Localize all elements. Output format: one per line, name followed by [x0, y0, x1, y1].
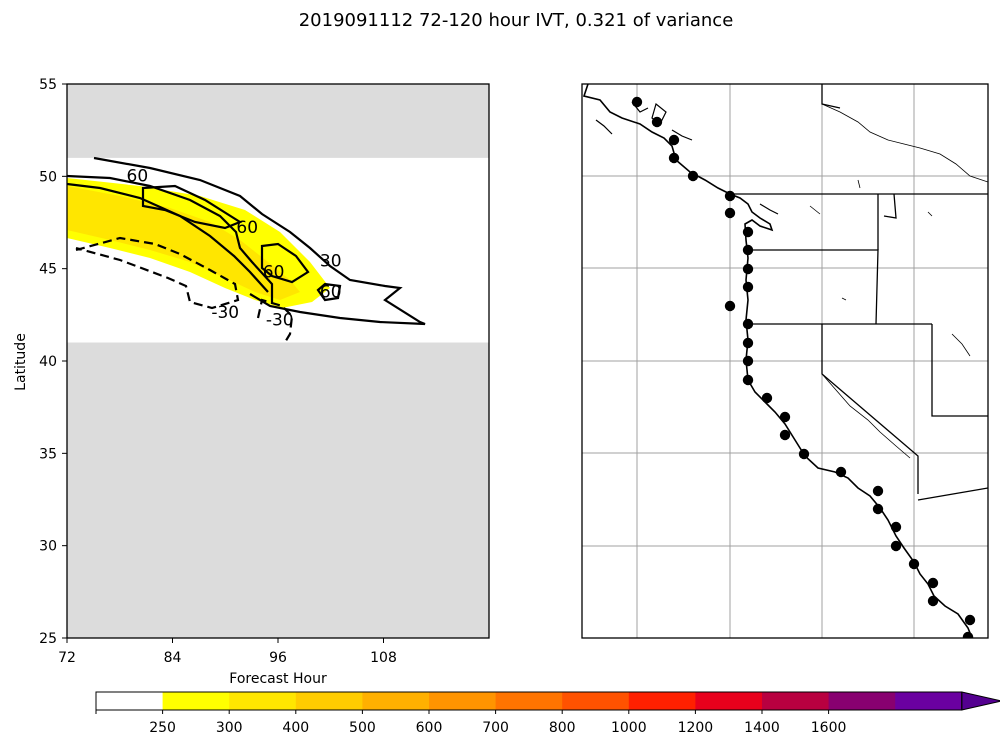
x-tick-label: 72	[58, 650, 76, 666]
y-axis-label: Latitude	[13, 333, 29, 391]
station-dot	[742, 355, 754, 367]
x-tick-label: 108	[370, 650, 397, 666]
contour-label: 60	[320, 283, 342, 303]
colorbar-tick-label: 1400	[744, 720, 780, 736]
colorbar: 250 300 400 500 600 700 800 1000 1200 1400 1600	[95, 691, 1000, 736]
axis-ticks: 72 84 96 108 25 30 35 40 45 50 55	[39, 77, 397, 666]
station-dot	[761, 392, 773, 404]
contour-labels: 60 60 60 60 30 -30 -30	[127, 166, 342, 330]
station-markers	[631, 96, 976, 638]
station-dot	[668, 152, 680, 164]
station-dot	[835, 466, 847, 478]
station-dot	[890, 521, 902, 533]
map-gridlines	[582, 84, 988, 638]
contour-panel: 60 60 60 60 30 -30 -30 72 84 96 108 25 30 35 40 45 50 55…	[13, 77, 490, 687]
y-tick-label: 35	[39, 446, 57, 462]
colorbar-tick-label: 400	[282, 720, 309, 736]
station-dot	[668, 134, 680, 146]
map-frame	[581, 83, 989, 639]
station-dot	[742, 281, 754, 293]
y-tick-label: 50	[39, 169, 57, 185]
station-dot	[742, 337, 754, 349]
colorbar-segment	[695, 692, 763, 710]
colorbar-tick-label: 800	[549, 720, 576, 736]
x-tick-label: 84	[164, 650, 182, 666]
mask-region-1	[67, 84, 489, 158]
colorbar-segment	[96, 692, 164, 710]
station-dot	[872, 485, 884, 497]
station-dot	[651, 116, 663, 128]
station-dot	[742, 374, 754, 386]
x-axis-label: Forecast Hour	[229, 671, 327, 687]
station-dot	[964, 614, 976, 626]
map-panel	[581, 83, 989, 639]
colorbar-extend-arrow	[961, 691, 1000, 711]
station-dot	[742, 263, 754, 275]
station-dot	[779, 429, 791, 441]
colorbar-frame	[95, 691, 963, 711]
colorbar-tick-label: 600	[416, 720, 443, 736]
colorbar-tick-label: 700	[482, 720, 509, 736]
filled-contour-300	[67, 186, 300, 300]
colorbar-segment	[229, 692, 297, 710]
figure-title: 2019091112 72-120 hour IVT, 0.321 of var…	[299, 10, 734, 31]
y-tick-label: 55	[39, 77, 57, 93]
mask-region-0	[67, 342, 489, 638]
station-dot	[742, 318, 754, 330]
station-dot	[779, 411, 791, 423]
colorbar-segment	[895, 692, 963, 710]
station-dot	[724, 300, 736, 312]
colorbar-segment	[429, 692, 497, 710]
y-tick-label: 25	[39, 631, 57, 647]
contour-label: 60	[127, 166, 149, 186]
station-dot	[687, 170, 699, 182]
colorbar-tick-label: 1600	[811, 720, 847, 736]
station-dot	[927, 577, 939, 589]
contour-label: 30	[320, 251, 342, 271]
y-tick-label: 45	[39, 262, 57, 278]
colorbar-segment	[495, 692, 563, 710]
colorbar-segment	[295, 692, 363, 710]
station-dot	[724, 190, 736, 202]
station-dot	[890, 540, 902, 552]
x-tick-label: 96	[269, 650, 287, 666]
colorbar-segment	[162, 692, 230, 710]
station-dot	[631, 96, 643, 108]
contour-label: -30	[266, 310, 294, 330]
station-dot	[908, 558, 920, 570]
contour-label: -30	[211, 303, 239, 323]
colorbar-segment	[762, 692, 830, 710]
station-dot	[742, 244, 754, 256]
y-tick-label: 30	[39, 539, 57, 555]
station-dot	[962, 631, 974, 638]
station-dot	[872, 503, 884, 515]
colorbar-segment	[828, 692, 896, 710]
contour-label: 60	[236, 218, 258, 238]
station-dot	[927, 595, 939, 607]
inland-lakes	[809, 103, 988, 459]
missing-data-mask	[67, 84, 489, 638]
station-dot	[724, 207, 736, 219]
station-dot	[798, 448, 810, 460]
colorbar-tick-label: 300	[216, 720, 243, 736]
colorbar-segment	[562, 692, 630, 710]
colorbar-tick-label: 500	[349, 720, 376, 736]
colorbar-tick-label: 1000	[611, 720, 647, 736]
dashed-contours	[75, 236, 294, 345]
y-tick-label: 40	[39, 354, 57, 370]
colorbar-segment	[628, 692, 696, 710]
solid-contours	[67, 156, 426, 326]
station-dot	[742, 226, 754, 238]
colorbar-tick-label: 250	[149, 720, 176, 736]
colorbar-tick-label: 1200	[678, 720, 714, 736]
colorbar-segment	[362, 692, 430, 710]
contour-label: 60	[263, 262, 285, 282]
